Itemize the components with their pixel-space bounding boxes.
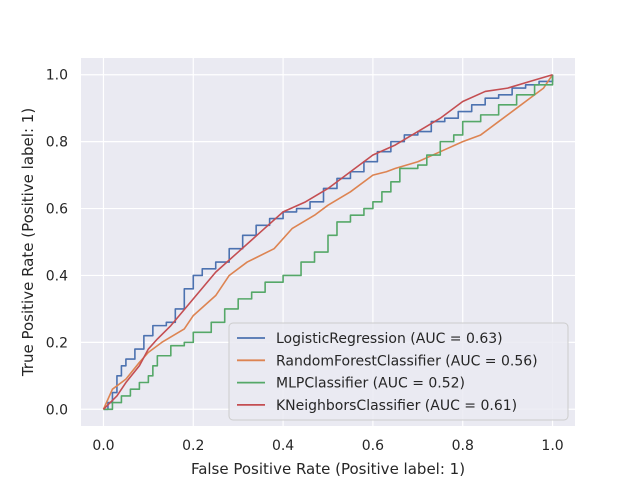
y-axis-label: True Positive Rate (Positive label: 1) [19, 108, 37, 377]
legend-label: MLPClassifier (AUC = 0.52) [276, 376, 465, 392]
x-tick-label: 0.6 [362, 438, 384, 454]
y-tick-label: 0.6 [46, 202, 68, 218]
x-tick-label: 0.0 [92, 438, 114, 454]
legend: LogisticRegression (AUC = 0.63) RandomFor… [228, 322, 569, 421]
y-tick-labels: 0.0 0.2 0.4 0.6 0.8 1.0 [46, 68, 68, 419]
x-tick-label: 1.0 [541, 438, 563, 454]
series-line-0 [103, 74, 554, 411]
x-tick-label: 0.2 [182, 438, 204, 454]
x-axis-label: False Positive Rate (Positive label: 1) [191, 460, 465, 478]
y-tick-label: 0.8 [46, 135, 68, 151]
x-tick-label: 0.4 [272, 438, 294, 454]
legend-frame [228, 322, 569, 421]
y-tick-label: 0.2 [46, 335, 68, 351]
x-tick-label: 0.8 [452, 438, 474, 454]
x-tick-labels: 0.0 0.2 0.4 0.6 0.8 1.0 [92, 438, 563, 454]
series-lines [102, 73, 554, 411]
legend-label: LogisticRegression (AUC = 0.63) [276, 331, 503, 347]
y-tick-label: 0.0 [46, 402, 68, 418]
legend-label: KNeighborsClassifier (AUC = 0.61) [276, 398, 517, 414]
legend-label: RandomForestClassifier (AUC = 0.56) [276, 353, 538, 369]
y-tick-label: 0.4 [46, 268, 68, 284]
series-line-2 [103, 74, 554, 411]
series-line-3 [102, 73, 553, 410]
y-tick-label: 1.0 [46, 68, 68, 84]
